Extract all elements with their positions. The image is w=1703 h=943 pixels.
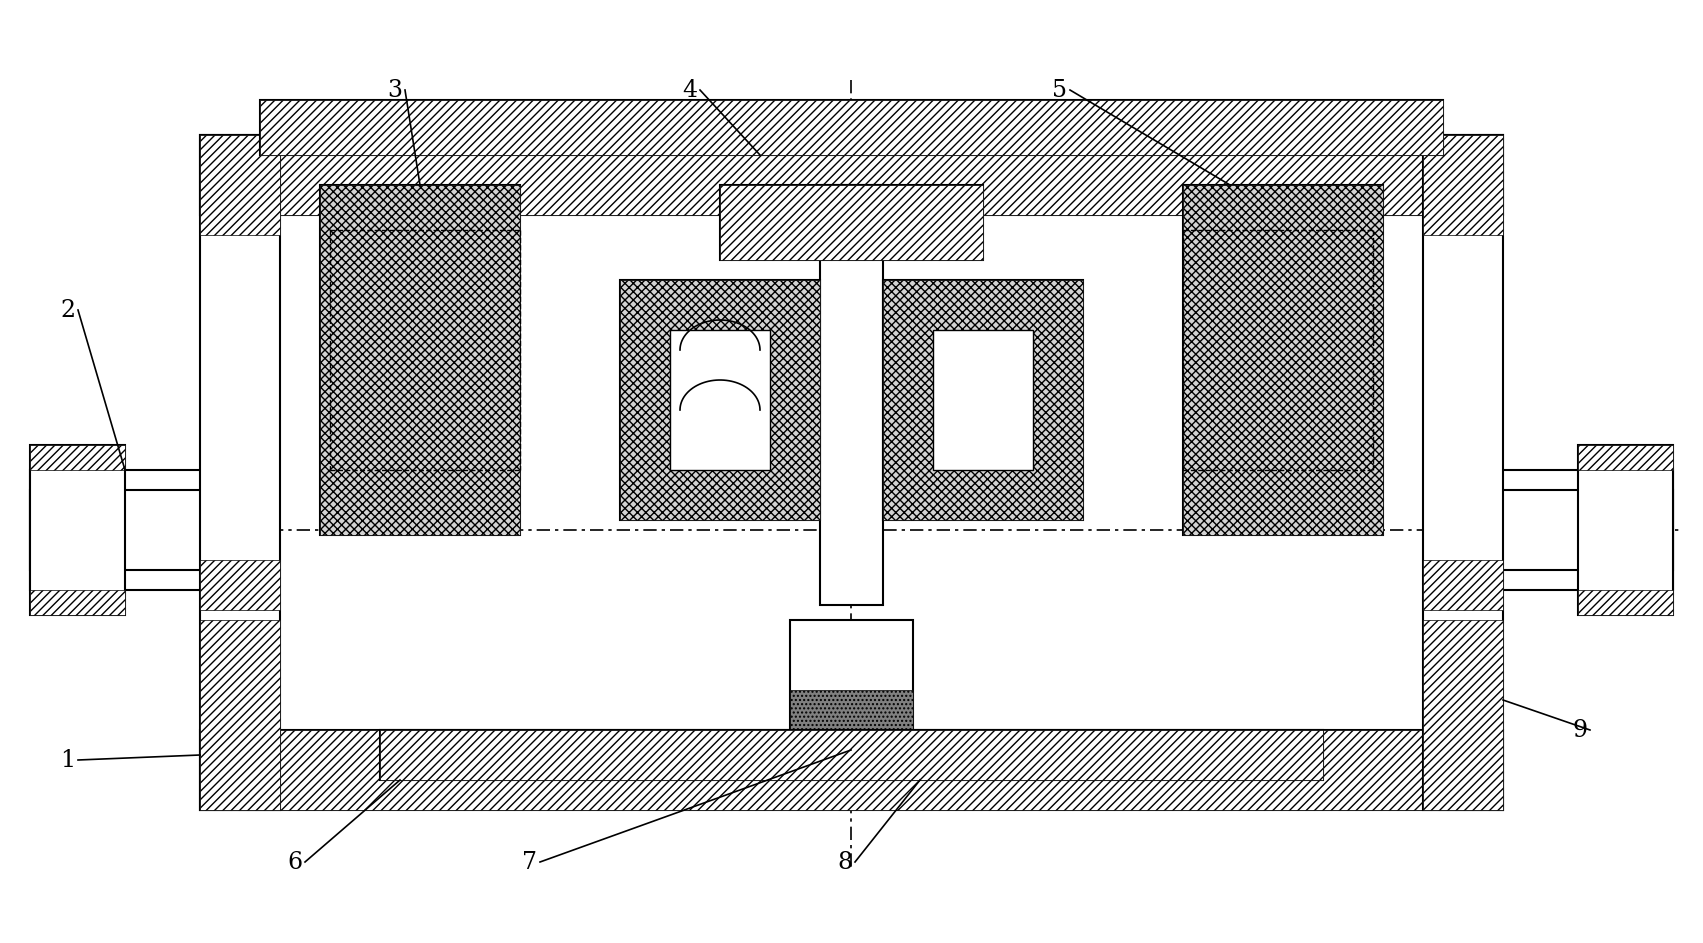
- Bar: [1488, 470, 1672, 590]
- Bar: [320, 185, 519, 535]
- Bar: [31, 590, 124, 615]
- Bar: [1488, 490, 1672, 570]
- Bar: [821, 620, 882, 740]
- Bar: [669, 330, 770, 470]
- Bar: [1424, 560, 1504, 610]
- Bar: [1424, 135, 1504, 810]
- Text: 6: 6: [288, 851, 303, 873]
- Text: 7: 7: [523, 851, 538, 873]
- Bar: [1424, 135, 1504, 235]
- Bar: [1579, 590, 1672, 615]
- Bar: [1579, 445, 1672, 470]
- Bar: [199, 730, 1504, 810]
- Bar: [380, 730, 1323, 780]
- Text: 9: 9: [1572, 719, 1587, 741]
- Bar: [261, 100, 1442, 155]
- Bar: [790, 620, 913, 740]
- Bar: [320, 185, 519, 535]
- Bar: [1184, 185, 1383, 535]
- Bar: [199, 135, 279, 235]
- Bar: [790, 690, 913, 740]
- Bar: [31, 445, 124, 470]
- Bar: [31, 470, 215, 590]
- Bar: [261, 100, 1442, 155]
- Bar: [1579, 445, 1672, 615]
- Bar: [199, 730, 1504, 810]
- Bar: [933, 330, 1034, 470]
- Text: 4: 4: [683, 78, 698, 102]
- Bar: [882, 280, 1083, 520]
- Bar: [720, 185, 983, 260]
- Bar: [199, 135, 1504, 215]
- Bar: [620, 280, 821, 520]
- Bar: [1184, 185, 1383, 535]
- Bar: [1424, 620, 1504, 810]
- Bar: [31, 490, 215, 570]
- Bar: [199, 135, 279, 810]
- Text: 1: 1: [60, 749, 75, 771]
- Text: 2: 2: [60, 299, 75, 322]
- Bar: [821, 185, 882, 605]
- Text: 3: 3: [388, 78, 402, 102]
- Bar: [199, 620, 279, 810]
- Bar: [620, 280, 821, 520]
- Bar: [199, 560, 279, 610]
- Bar: [380, 730, 1323, 780]
- Bar: [882, 280, 1083, 520]
- Bar: [31, 445, 124, 615]
- Bar: [199, 135, 1504, 215]
- Text: 5: 5: [1052, 78, 1068, 102]
- Bar: [720, 185, 983, 260]
- Text: 8: 8: [838, 851, 853, 873]
